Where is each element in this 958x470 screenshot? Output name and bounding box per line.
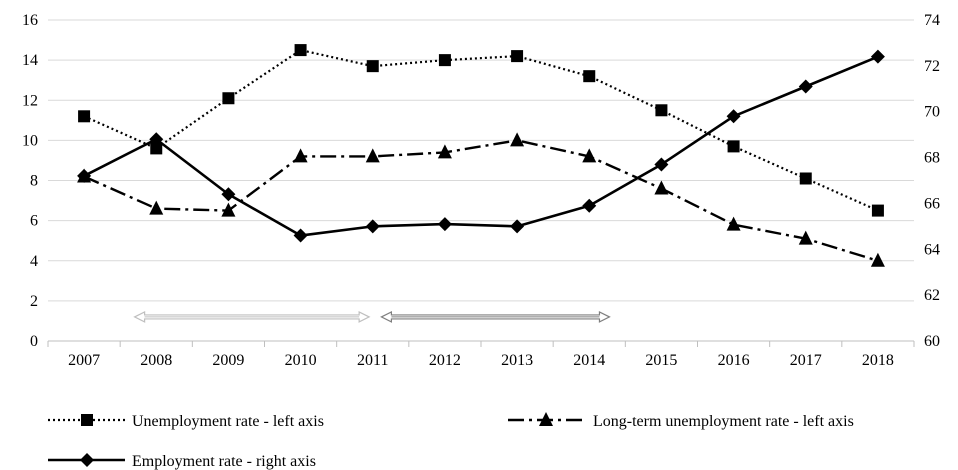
data-point-square bbox=[583, 70, 596, 83]
data-point-diamond bbox=[726, 109, 741, 124]
data-point-triangle bbox=[510, 132, 525, 147]
series-lines bbox=[77, 44, 885, 267]
period-arrows bbox=[133, 310, 611, 323]
period-arrow bbox=[380, 310, 611, 323]
y-right-tick-label: 68 bbox=[924, 150, 940, 167]
y-left-tick-label: 8 bbox=[30, 173, 38, 190]
x-tick-label: 2013 bbox=[501, 352, 533, 369]
data-point-triangle bbox=[293, 148, 308, 163]
y-right-tick-label: 72 bbox=[924, 58, 940, 75]
data-point-triangle bbox=[437, 144, 452, 159]
data-point-diamond bbox=[221, 187, 236, 202]
data-point-diamond bbox=[149, 132, 164, 147]
data-point-triangle bbox=[149, 200, 164, 215]
data-point-triangle bbox=[726, 216, 741, 231]
data-point-triangle bbox=[582, 148, 597, 163]
y-right-tick-label: 70 bbox=[924, 104, 940, 121]
x-tick-label: 2012 bbox=[429, 352, 461, 369]
x-tick-label: 2017 bbox=[790, 352, 822, 369]
y-right-tick-label: 60 bbox=[924, 333, 940, 350]
data-point-square bbox=[655, 104, 668, 117]
y-left-tick-label: 10 bbox=[22, 132, 38, 149]
x-tick-label: 2016 bbox=[718, 352, 750, 369]
data-point-diamond bbox=[293, 228, 308, 243]
data-point-square bbox=[438, 54, 451, 67]
grid-lines bbox=[48, 19, 914, 302]
data-point-diamond bbox=[437, 217, 452, 232]
legend-label-long-term-unemployment: Long-term unemployment rate - left axis bbox=[593, 413, 854, 430]
data-point-square bbox=[150, 142, 163, 155]
y-right-tick-label: 74 bbox=[924, 12, 940, 29]
y-left-tick-label: 14 bbox=[22, 52, 38, 69]
data-point-square bbox=[727, 140, 740, 153]
y-left-tick-label: 12 bbox=[22, 92, 38, 109]
data-point-triangle bbox=[654, 180, 669, 195]
data-point-diamond bbox=[654, 157, 669, 172]
y-right-tick-label: 64 bbox=[924, 241, 940, 258]
y-left-tick-label: 2 bbox=[30, 293, 38, 310]
legend-item-long-term-unemployment: Long-term unemployment rate - left axis bbox=[508, 412, 854, 430]
x-tick-label: 2010 bbox=[285, 352, 317, 369]
data-point-square bbox=[366, 60, 379, 73]
x-tick-label: 2014 bbox=[573, 352, 605, 369]
data-point-diamond bbox=[582, 198, 597, 213]
x-tick-label: 2018 bbox=[862, 352, 894, 369]
data-point-square bbox=[294, 44, 307, 57]
x-tick-label: 2007 bbox=[68, 352, 100, 369]
x-tick-label: 2011 bbox=[357, 352, 388, 369]
data-point-diamond bbox=[870, 49, 885, 64]
y-left-tick-label: 6 bbox=[30, 213, 38, 230]
legend: Unemployment rate - left axis Long-term … bbox=[48, 412, 854, 470]
series-line-2 bbox=[83, 55, 879, 237]
y-right-tick-label: 66 bbox=[924, 195, 940, 212]
data-point-diamond bbox=[798, 79, 813, 94]
data-point-triangle bbox=[221, 202, 236, 217]
y-right-tick-label: 62 bbox=[924, 287, 940, 304]
series-line-1 bbox=[83, 139, 879, 262]
data-point-diamond bbox=[77, 168, 92, 183]
y-left-tick-label: 4 bbox=[30, 253, 38, 270]
data-point-square bbox=[222, 92, 235, 105]
series-line-0 bbox=[83, 48, 879, 212]
y-left-tick-label: 16 bbox=[22, 12, 38, 29]
data-point-square bbox=[799, 172, 812, 185]
x-tick-label: 2015 bbox=[645, 352, 677, 369]
data-point-diamond bbox=[365, 219, 380, 234]
data-point-square bbox=[871, 204, 884, 217]
data-point-square bbox=[78, 110, 91, 123]
legend-label-employment: Employment rate - right axis bbox=[132, 453, 316, 470]
data-point-square bbox=[511, 50, 524, 63]
data-point-triangle bbox=[870, 252, 885, 267]
data-point-diamond bbox=[510, 219, 525, 234]
legend-item-unemployment: Unemployment rate - left axis bbox=[48, 413, 324, 430]
x-tick-label: 2009 bbox=[212, 352, 244, 369]
period-arrow bbox=[133, 310, 371, 323]
legend-label-unemployment: Unemployment rate - left axis bbox=[132, 413, 324, 430]
legend-item-employment: Employment rate - right axis bbox=[48, 453, 316, 470]
data-point-triangle bbox=[798, 230, 813, 245]
data-point-triangle bbox=[365, 148, 380, 163]
y-left-tick-label: 0 bbox=[30, 333, 38, 350]
x-tick-label: 2008 bbox=[140, 352, 172, 369]
